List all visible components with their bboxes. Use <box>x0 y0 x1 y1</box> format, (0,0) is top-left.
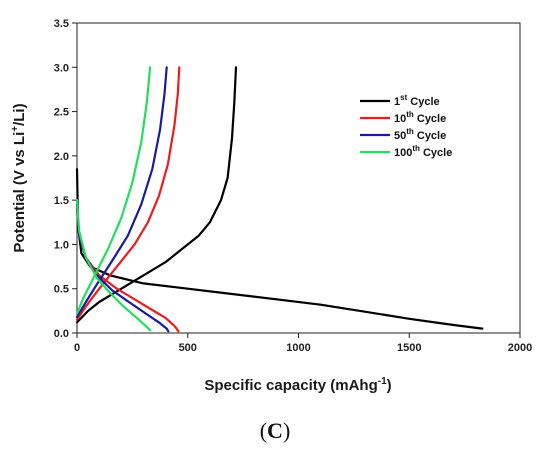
x-tick-label: 2000 <box>508 342 532 354</box>
series-0-charge-line <box>75 66 238 324</box>
y-tick-label: 3.5 <box>54 18 69 30</box>
series-0-discharge-line <box>75 168 484 330</box>
axis-ticks: 0 500 1000 1500 2000 0.0 0.5 1.0 1.5 2.0 2.5 3.0 3.5 <box>54 18 533 354</box>
y-tick-label: 0.5 <box>54 284 69 296</box>
legend-label: 10th Cycle <box>394 110 446 125</box>
x-axis-title: Specific capacity (mAhg-1) <box>204 376 391 394</box>
series-lines <box>75 66 484 333</box>
series-3-discharge-line <box>75 199 152 332</box>
y-tick-label: 2.5 <box>54 107 69 119</box>
plot-frame <box>76 22 521 334</box>
y-tick-label: 0.0 <box>54 328 69 340</box>
legend-label: 50th Cycle <box>394 127 446 142</box>
y-tick-label: 1.0 <box>54 239 69 251</box>
series-3-charge-line <box>75 66 152 315</box>
chart: 0 500 1000 1500 2000 0.0 0.5 1.0 1.5 2.0 2.5 3.0 3.5… <box>10 18 533 394</box>
series-2-charge-line <box>75 66 168 319</box>
y-axis-title: Potential (V vs Li+/Li) <box>10 103 28 252</box>
panel-label: (C) <box>259 418 291 443</box>
y-tick-label: 2.0 <box>54 151 69 163</box>
series-1-charge-line <box>75 66 181 321</box>
x-tick-label: 1000 <box>286 342 310 354</box>
legend-label: 100th Cycle <box>394 144 452 159</box>
x-tick-label: 0 <box>74 342 80 354</box>
legend: 1st Cycle 10th Cycle 50th Cycle 100th Cycle <box>360 93 452 159</box>
y-tick-label: 3.0 <box>54 62 69 74</box>
legend-label: 1st Cycle <box>394 93 440 108</box>
y-tick-label: 1.5 <box>54 195 69 207</box>
x-tick-label: 500 <box>179 342 197 354</box>
x-tick-label: 1500 <box>397 342 421 354</box>
